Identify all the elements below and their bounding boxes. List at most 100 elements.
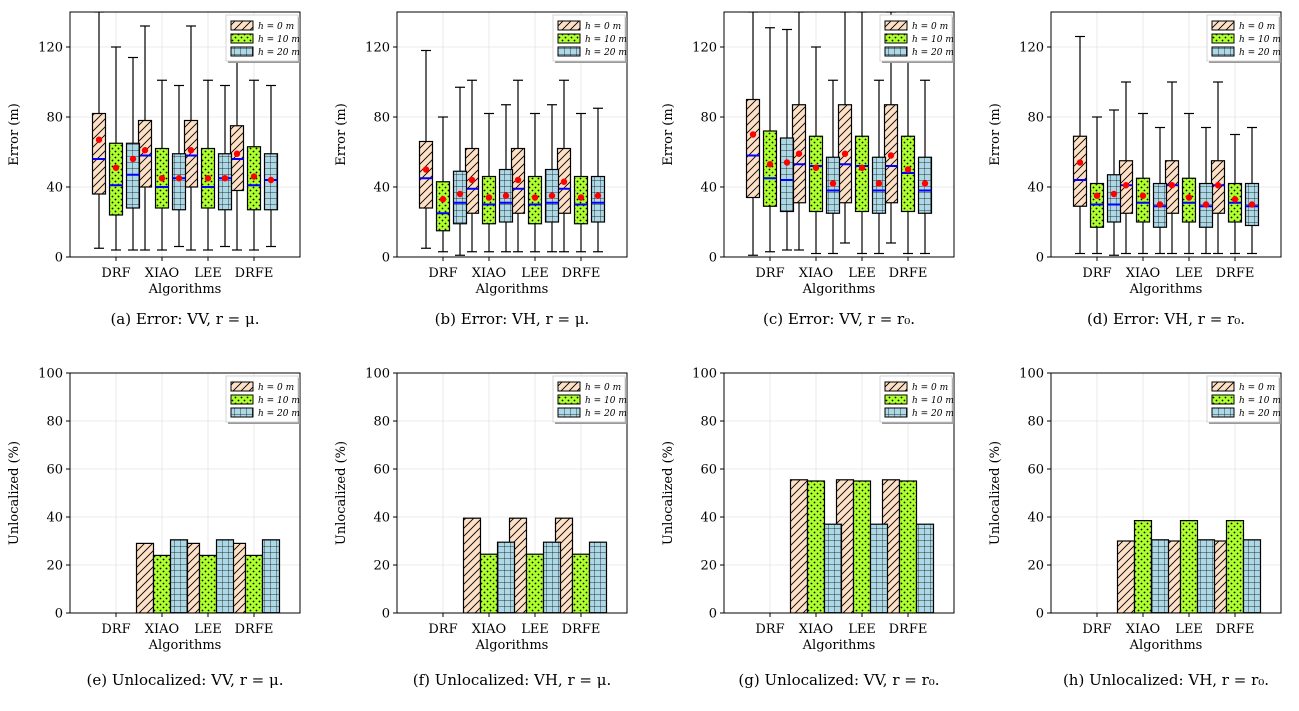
y-tick-label: 80 (1027, 415, 1044, 430)
y-axis-label: Unlocalized (%) (661, 441, 676, 545)
legend-swatch (1211, 381, 1235, 392)
axes-frame (1050, 11, 1282, 258)
mean-marker (858, 164, 866, 171)
y-axis-label: Error (m) (334, 103, 349, 166)
caption-b: (b) Error: VH, r = μ. (435, 310, 590, 328)
legend-label: h = 20 m (912, 48, 954, 58)
y-tick-label: 40 (373, 181, 390, 196)
box-body (590, 175, 606, 223)
bar-xiao-1 (479, 553, 499, 613)
y-tick-label: 120 (38, 41, 63, 56)
bar-xiao-0 (462, 517, 482, 613)
mean-marker (1139, 192, 1147, 199)
y-tick-label: 40 (700, 511, 717, 526)
y-axis-label: Error (m) (7, 103, 22, 166)
panel-h: 0 20 40 60 80 100 DRF XIAO LEE DRFE Algorithms Unlo… (988, 367, 1282, 653)
box-lee-0 (837, 12, 853, 244)
box-xiao-2 (1152, 126, 1168, 255)
x-tick-label: DRFE (1216, 266, 1255, 281)
x-tick-label: LEE (194, 622, 222, 637)
box-body (1072, 135, 1088, 207)
x-tick-label: LEE (848, 622, 876, 637)
box-body (183, 119, 199, 188)
x-axis-label: Algorithms (475, 638, 549, 653)
caption-d: (d) Error: VH, r = r₀. (1087, 310, 1245, 328)
x-tick-label: DRFE (562, 622, 601, 637)
bar-xiao-0 (1116, 540, 1136, 613)
y-axis-label: Unlocalized (%) (988, 441, 1003, 545)
y-tick-label: 80 (700, 415, 717, 430)
mean-marker (1110, 190, 1118, 198)
box-lee-1 (854, 12, 870, 255)
y-tick-label: 60 (46, 463, 63, 478)
mean-marker (129, 155, 137, 163)
legend: h = 0 m h = 10 m h = 20 m (552, 375, 627, 424)
legend-swatch (884, 46, 908, 57)
x-tick-label: DRFE (235, 266, 274, 281)
box-lee-0 (1164, 81, 1180, 255)
y-tick-label: 0 (55, 607, 63, 622)
panel-e: 0 20 40 60 80 100 DRF XIAO LEE DRFE Algorithms Unlo… (7, 367, 301, 653)
legend-swatch (884, 407, 908, 418)
x-tick-label: LEE (848, 266, 876, 281)
mean-marker (749, 131, 757, 138)
mean-marker (456, 190, 464, 198)
box-xiao-0 (1118, 81, 1134, 255)
box-lee-2 (544, 104, 560, 253)
legend-label: h = 10 m (1239, 396, 1281, 406)
y-tick-label: 120 (365, 41, 390, 56)
legend-swatch (557, 33, 581, 44)
mean-marker (112, 164, 120, 171)
legend-label: h = 0 m (912, 22, 948, 32)
box-body (808, 135, 824, 213)
legend-label: h = 20 m (912, 409, 954, 419)
x-axis-label: Algorithms (802, 282, 876, 297)
box-lee-2 (1198, 126, 1214, 255)
legend-swatch (1211, 33, 1235, 44)
y-axis-label: Error (m) (988, 103, 1003, 166)
legend: h = 0 m h = 10 m h = 20 m (552, 14, 627, 63)
mean-marker (921, 180, 929, 187)
legend-swatch (557, 20, 581, 31)
box-drfe-1 (246, 79, 262, 251)
box-drfe-0 (229, 39, 245, 251)
mean-marker (1185, 194, 1193, 201)
plot-area (1116, 519, 1262, 613)
y-tick-label: 120 (692, 41, 717, 56)
box-body (137, 119, 153, 188)
box-drf-2 (1106, 109, 1122, 256)
x-tick-label: XIAO (472, 266, 506, 281)
y-tick-label: 80 (373, 111, 390, 126)
legend-label: h = 20 m (1239, 409, 1281, 419)
y-tick-label: 100 (38, 367, 63, 382)
box-xiao-1 (481, 112, 497, 253)
mean-marker (95, 136, 103, 143)
bar-lee-1 (525, 553, 545, 613)
mean-marker (221, 175, 229, 182)
legend-swatch (884, 33, 908, 44)
legend-swatch (884, 381, 908, 392)
y-tick-label: 120 (1019, 41, 1044, 56)
mean-marker (548, 192, 556, 199)
box-drf-1 (435, 116, 451, 253)
legend-swatch (230, 46, 254, 57)
legend: h = 0 m h = 10 m h = 20 m (1206, 375, 1281, 424)
panel-a: 0 40 80 120 DRF XIAO LEE DRFE Algorithms Error (m… (7, 11, 301, 297)
legend-label: h = 0 m (258, 22, 294, 32)
mean-marker (1214, 182, 1222, 189)
y-tick-label: 0 (1036, 251, 1044, 266)
mean-marker (766, 161, 774, 168)
mean-marker (187, 147, 195, 154)
box-drfe-2 (1244, 126, 1260, 255)
box-xiao-0 (464, 79, 480, 253)
bar-xiao-2 (496, 541, 516, 613)
x-tick-label: XIAO (472, 622, 506, 637)
axes-frame (69, 11, 301, 258)
box-xiao-2 (825, 79, 841, 255)
x-tick-label: XIAO (799, 622, 833, 637)
panel-f: 0 20 40 60 80 100 DRF XIAO LEE DRFE Algorithms Unlo… (334, 367, 628, 653)
y-axis-label: Unlocalized (%) (334, 441, 349, 545)
mean-marker (904, 166, 912, 173)
x-axis-label: Algorithms (148, 638, 222, 653)
